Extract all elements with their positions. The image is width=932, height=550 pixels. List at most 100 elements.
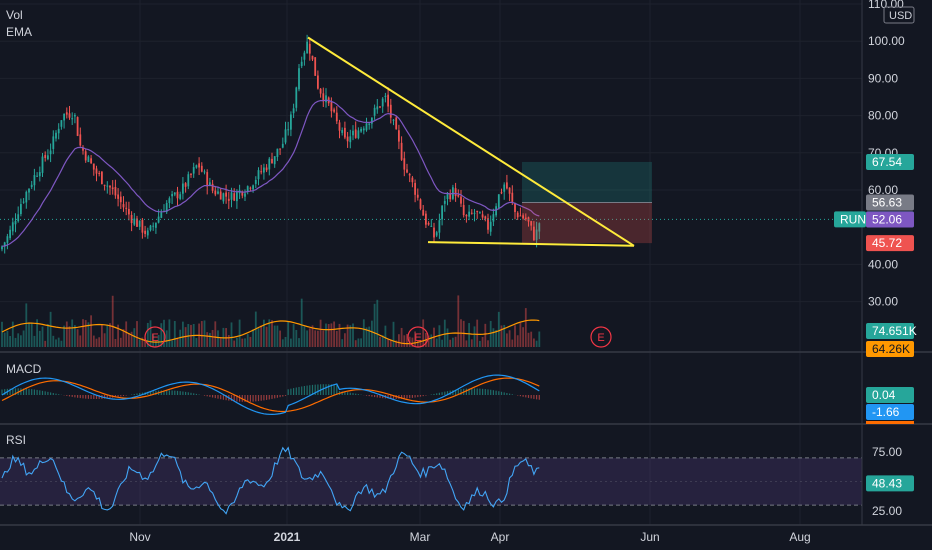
macd-histogram-bar <box>357 394 359 395</box>
macd-histogram-bar <box>379 395 381 398</box>
volume-bar <box>333 321 335 347</box>
candle-body <box>400 142 403 160</box>
loss-zone <box>522 202 652 244</box>
volume-bar <box>203 320 206 347</box>
candle-body <box>387 94 389 107</box>
time-tick-label: Apr <box>491 530 510 544</box>
volume-bar <box>30 323 33 347</box>
macd-histogram-bar <box>106 395 108 399</box>
volume-bar <box>306 330 308 347</box>
candle-body <box>130 215 133 224</box>
candle-body <box>344 127 346 138</box>
macd-histogram-bar <box>355 393 357 395</box>
macd-value-tag-bg <box>866 387 914 403</box>
volume-bar <box>497 311 500 347</box>
volume-bar <box>6 330 9 347</box>
long-position-tool[interactable] <box>522 161 652 244</box>
candle-body <box>17 214 20 222</box>
candle-body <box>103 184 106 186</box>
macd-histogram-bar <box>441 392 443 395</box>
volume-bar <box>47 324 49 347</box>
ema-legend: EMA <box>6 25 33 39</box>
volume-bar <box>33 335 36 347</box>
volume-bar <box>514 325 516 347</box>
macd-histogram-bar <box>171 390 173 395</box>
volume-bar <box>341 339 344 347</box>
volume-bar <box>25 303 28 347</box>
volume-bar <box>211 329 214 347</box>
volume-bar <box>279 330 281 347</box>
candle-body <box>71 118 74 120</box>
macd-histogram-bar <box>168 390 170 395</box>
rsi-value-tag: 48.43 <box>866 475 914 492</box>
candle-body <box>28 188 30 193</box>
candle-body <box>219 191 222 200</box>
macd-histogram-bar <box>122 395 125 397</box>
macd-histogram-bar <box>141 392 143 395</box>
candle-body <box>349 136 352 143</box>
macd-histogram-bar <box>274 395 276 399</box>
volume-bar <box>138 339 141 347</box>
candle-body <box>211 183 214 191</box>
macd-histogram-bar <box>347 392 349 395</box>
pane-separators <box>0 0 932 526</box>
price-axis[interactable]: 110.00100.0090.0080.0070.0060.0040.0030.… <box>834 0 917 518</box>
candle-body <box>128 208 130 215</box>
macd-histogram-bar <box>446 391 449 395</box>
candle-body <box>57 128 60 134</box>
volume-last-tag-text: 74.651K <box>872 324 917 338</box>
volume-bar <box>22 330 25 347</box>
trendlines[interactable] <box>307 36 635 247</box>
candlestick-series <box>0 34 862 254</box>
candle-body <box>530 221 533 226</box>
ema-price-tag: 52.06 <box>866 211 914 228</box>
macd-histogram-bar <box>185 391 187 395</box>
volume-series <box>1 295 541 347</box>
macd-histogram-bar <box>190 392 192 395</box>
rsi-value-tag-bg <box>866 475 914 492</box>
candle-body <box>368 123 371 125</box>
candle-body <box>206 172 209 187</box>
price-tick-label: 90.00 <box>868 71 898 85</box>
macd-histogram-bar <box>25 388 27 395</box>
candle-body <box>109 185 111 188</box>
macd-histogram-bar <box>166 390 168 395</box>
macd-histogram-bar <box>401 395 403 399</box>
macd-histogram-bar <box>511 394 513 395</box>
candle-body <box>476 210 479 213</box>
macd-histogram-bar <box>12 388 14 395</box>
volume-bar <box>82 319 84 347</box>
symbol-tag-bg <box>834 211 866 228</box>
macd-histogram-bar <box>193 393 195 395</box>
macd-histogram-bar <box>403 395 405 399</box>
candle-body <box>144 230 146 234</box>
candle-body <box>244 193 246 197</box>
volume-bar <box>106 324 109 347</box>
candle-body <box>233 193 236 201</box>
candle-body <box>209 182 211 186</box>
macd-histogram-bar <box>522 395 524 397</box>
rsi-band <box>0 457 862 506</box>
volume-bar <box>441 339 443 347</box>
candle-body <box>311 55 314 60</box>
macd-histogram-bar <box>209 395 211 397</box>
volume-bar <box>57 337 60 347</box>
signal-value-tag: -1.66 <box>866 404 914 420</box>
volume-bar <box>111 295 114 347</box>
candle-body <box>6 236 9 243</box>
macd-histogram-bar <box>530 395 532 399</box>
time-tick-label: Mar <box>410 530 431 544</box>
volume-bar <box>268 319 271 347</box>
volume-bar <box>360 338 362 347</box>
candle-body <box>25 191 28 203</box>
macd-histogram-bar <box>1 389 3 395</box>
volume-bar <box>373 303 376 347</box>
macd-histogram-bar <box>214 395 216 399</box>
macd-histogram-bar <box>149 391 152 395</box>
time-axis[interactable]: Nov 2021 Mar Apr Jun Aug <box>129 530 810 544</box>
price-tick-label: 100.00 <box>868 34 905 48</box>
candle-body <box>438 220 441 233</box>
candle-body <box>371 117 373 124</box>
